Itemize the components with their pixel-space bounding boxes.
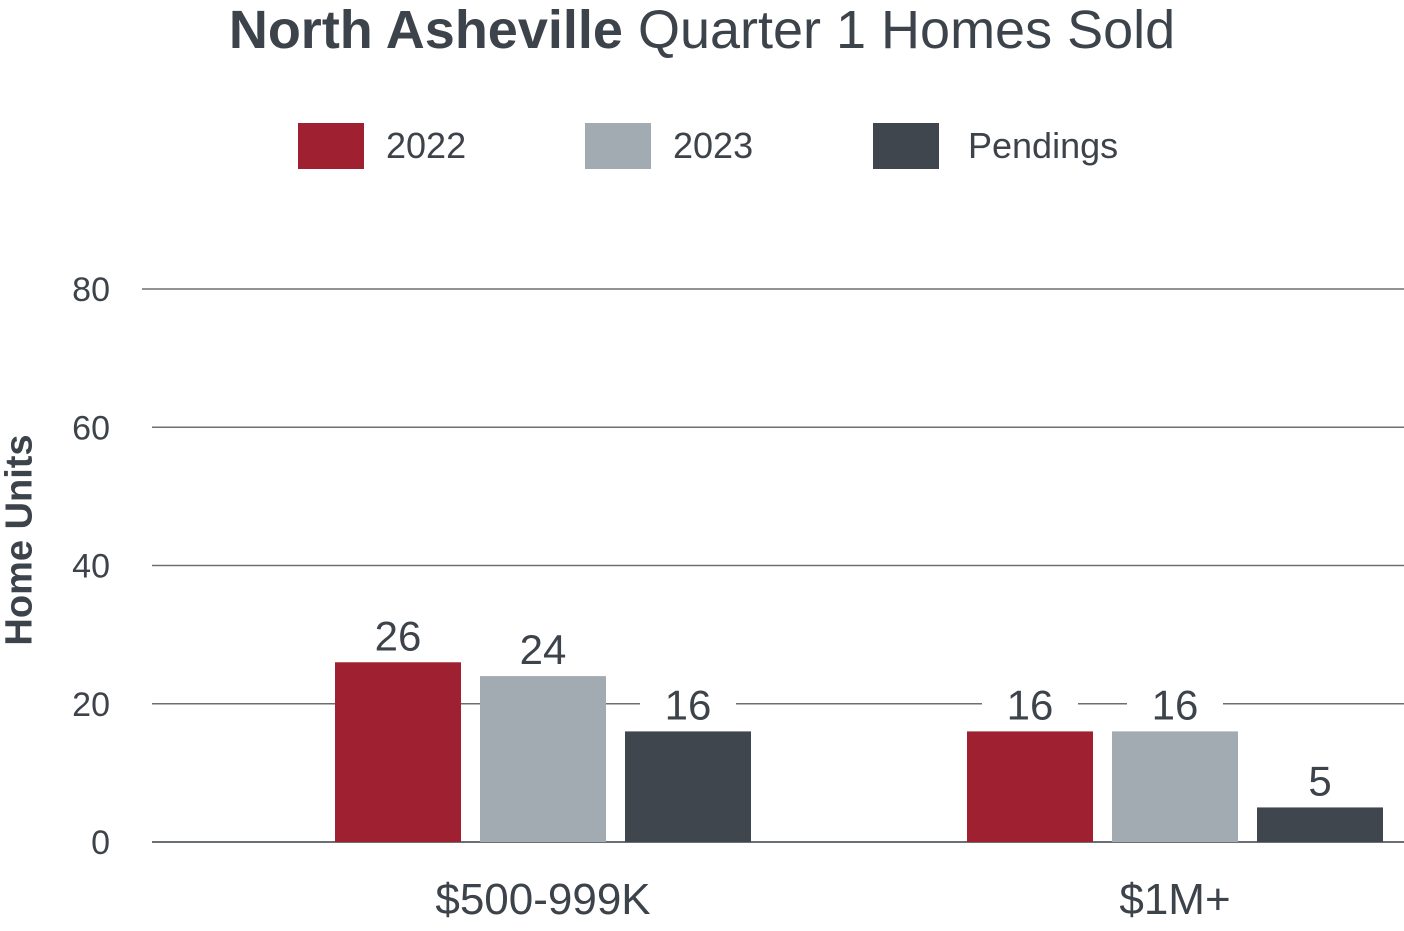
- y-tick-label-60: 60: [72, 409, 110, 447]
- bar-label-bg-0-1: [495, 622, 591, 667]
- bar-value-label-$500-999K-2022: 26: [375, 612, 422, 659]
- legend-label-pendings: Pendings: [968, 125, 1119, 166]
- bar-value-label-$1M+-2023: 16: [1152, 681, 1199, 728]
- bar-value-label-$500-999K-2023: 24: [520, 626, 567, 673]
- legend-item-2023: 2023: [585, 122, 753, 170]
- legend-swatch-2023: [585, 123, 651, 169]
- bar-$500-999K-Pendings: [625, 731, 751, 842]
- bar-value-label-$1M+-Pendings: 5: [1308, 757, 1331, 804]
- bar-value-label-$500-999K-Pendings: 16: [665, 681, 712, 728]
- legend-swatch-pendings: [873, 123, 939, 169]
- y-tick-label-20: 20: [72, 686, 110, 724]
- legend-item-pendings: Pendings: [873, 122, 1118, 170]
- y-tick-label-80: 80: [72, 271, 110, 309]
- bar-$500-999K-2022: [335, 662, 461, 842]
- x-category-label-0: $500-999K: [435, 875, 650, 924]
- bar-value-label-$1M+-2022: 16: [1007, 681, 1054, 728]
- bar-$1M+-Pendings: [1257, 807, 1383, 842]
- legend-item-2022: 2022: [298, 122, 466, 170]
- chart-title: North Asheville Quarter 1 Homes Sold: [0, 0, 1404, 60]
- bar-label-bg-0-0: [350, 608, 446, 653]
- x-category-label-1: $1M+: [1119, 875, 1230, 924]
- bar-$1M+-2022: [967, 731, 1093, 842]
- legend-label-2022: 2022: [386, 125, 467, 166]
- chart-title-regular: Quarter 1 Homes Sold: [637, 0, 1176, 60]
- legend-swatch-2022: [298, 123, 364, 169]
- bar-$1M+-2023: [1112, 731, 1238, 842]
- bar-label-bg-1-1: [1127, 677, 1223, 722]
- bar-label-bg-1-0: [982, 677, 1078, 722]
- bar-$500-999K-2023: [480, 676, 606, 842]
- y-tick-label-0: 0: [91, 824, 110, 862]
- bar-label-bg-0-2: [640, 677, 736, 722]
- y-tick-label-40: 40: [72, 548, 110, 586]
- legend-label-2023: 2023: [673, 125, 754, 166]
- chart-title-bold: North Asheville: [228, 0, 623, 60]
- bar-label-bg-1-2: [1272, 753, 1368, 798]
